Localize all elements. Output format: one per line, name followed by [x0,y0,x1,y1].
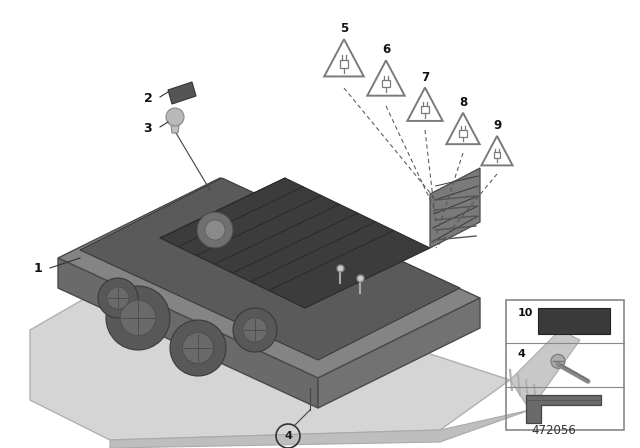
Bar [538,308,610,334]
Bar [506,300,624,430]
Circle shape [120,301,156,336]
Polygon shape [58,178,480,378]
Polygon shape [168,82,196,104]
Circle shape [166,108,184,126]
Bar [421,106,429,113]
Circle shape [106,286,170,350]
Text: 6: 6 [382,43,390,56]
Text: 10: 10 [518,308,533,318]
Circle shape [182,332,213,363]
Polygon shape [80,178,460,360]
Text: 4: 4 [518,349,526,359]
Polygon shape [318,298,480,408]
Circle shape [98,278,138,318]
Text: 4: 4 [284,431,292,441]
Polygon shape [526,395,601,422]
Circle shape [107,287,129,309]
Text: 472056: 472056 [531,424,576,437]
Bar [382,80,390,87]
Bar [340,60,348,68]
Text: 7: 7 [421,70,429,83]
Bar [493,152,500,159]
Polygon shape [58,258,318,408]
Polygon shape [30,262,510,440]
Text: 5: 5 [340,22,348,34]
Circle shape [233,308,277,352]
Polygon shape [510,330,580,410]
Circle shape [170,320,226,376]
Text: 8: 8 [459,96,467,109]
Text: 1: 1 [34,262,42,275]
Bar [460,130,467,137]
Polygon shape [110,410,530,448]
Polygon shape [160,178,430,308]
Polygon shape [170,117,180,133]
Circle shape [197,212,233,248]
Circle shape [205,220,225,240]
Polygon shape [430,168,480,248]
Text: 9: 9 [493,120,501,133]
Text: 2: 2 [143,91,152,104]
Circle shape [243,318,267,342]
Text: 3: 3 [144,121,152,134]
Circle shape [551,354,565,368]
